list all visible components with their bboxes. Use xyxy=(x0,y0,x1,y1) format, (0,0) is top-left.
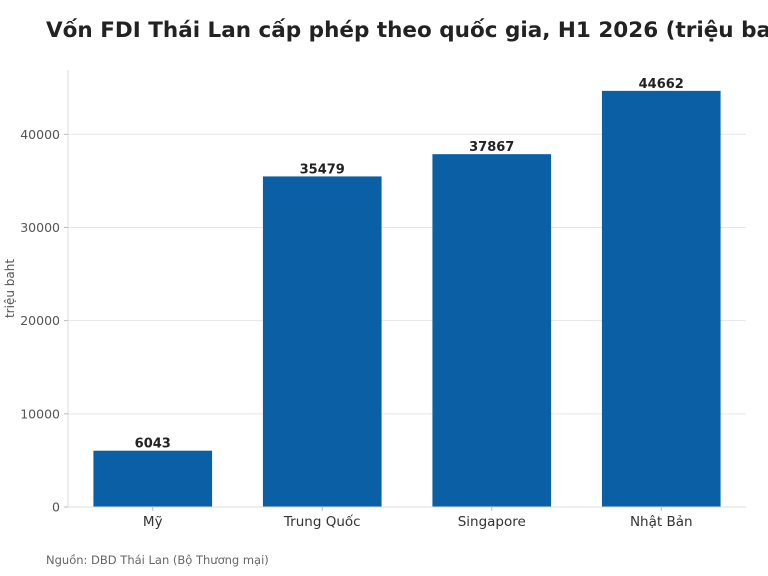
y-tick-label: 10000 xyxy=(20,406,60,421)
bars: 6043 35479 37867 44662 xyxy=(93,77,721,508)
bar xyxy=(93,450,213,507)
y-tick-label: 20000 xyxy=(20,313,60,328)
bar xyxy=(432,154,552,508)
x-tick-label: Nhật Bản xyxy=(630,514,693,530)
x-axis: Mỹ Trung Quốc Singapore Nhật Bản xyxy=(68,506,746,530)
chart-title: Vốn FDI Thái Lan cấp phép theo quốc gia,… xyxy=(46,18,768,43)
bar xyxy=(262,176,382,507)
y-axis-label: triệu baht xyxy=(3,259,17,318)
source-note: Nguồn: DBD Thái Lan (Bộ Thương mại) xyxy=(46,553,269,567)
y-tick-label: 30000 xyxy=(20,220,60,235)
bar-value-label: 6043 xyxy=(135,437,171,452)
x-tick-label: Singapore xyxy=(458,514,526,530)
bar xyxy=(601,90,721,508)
y-tick-label: 0 xyxy=(52,500,60,515)
x-tick-label: Mỹ xyxy=(143,514,163,530)
x-tick-label: Trung Quốc xyxy=(283,513,361,530)
bar-value-label: 35479 xyxy=(300,162,345,177)
y-tick-label: 40000 xyxy=(20,127,60,142)
bar-value-label: 44662 xyxy=(639,77,684,92)
y-axis: 0 10000 20000 30000 40000 xyxy=(20,70,69,515)
bar-value-label: 37867 xyxy=(469,140,514,155)
